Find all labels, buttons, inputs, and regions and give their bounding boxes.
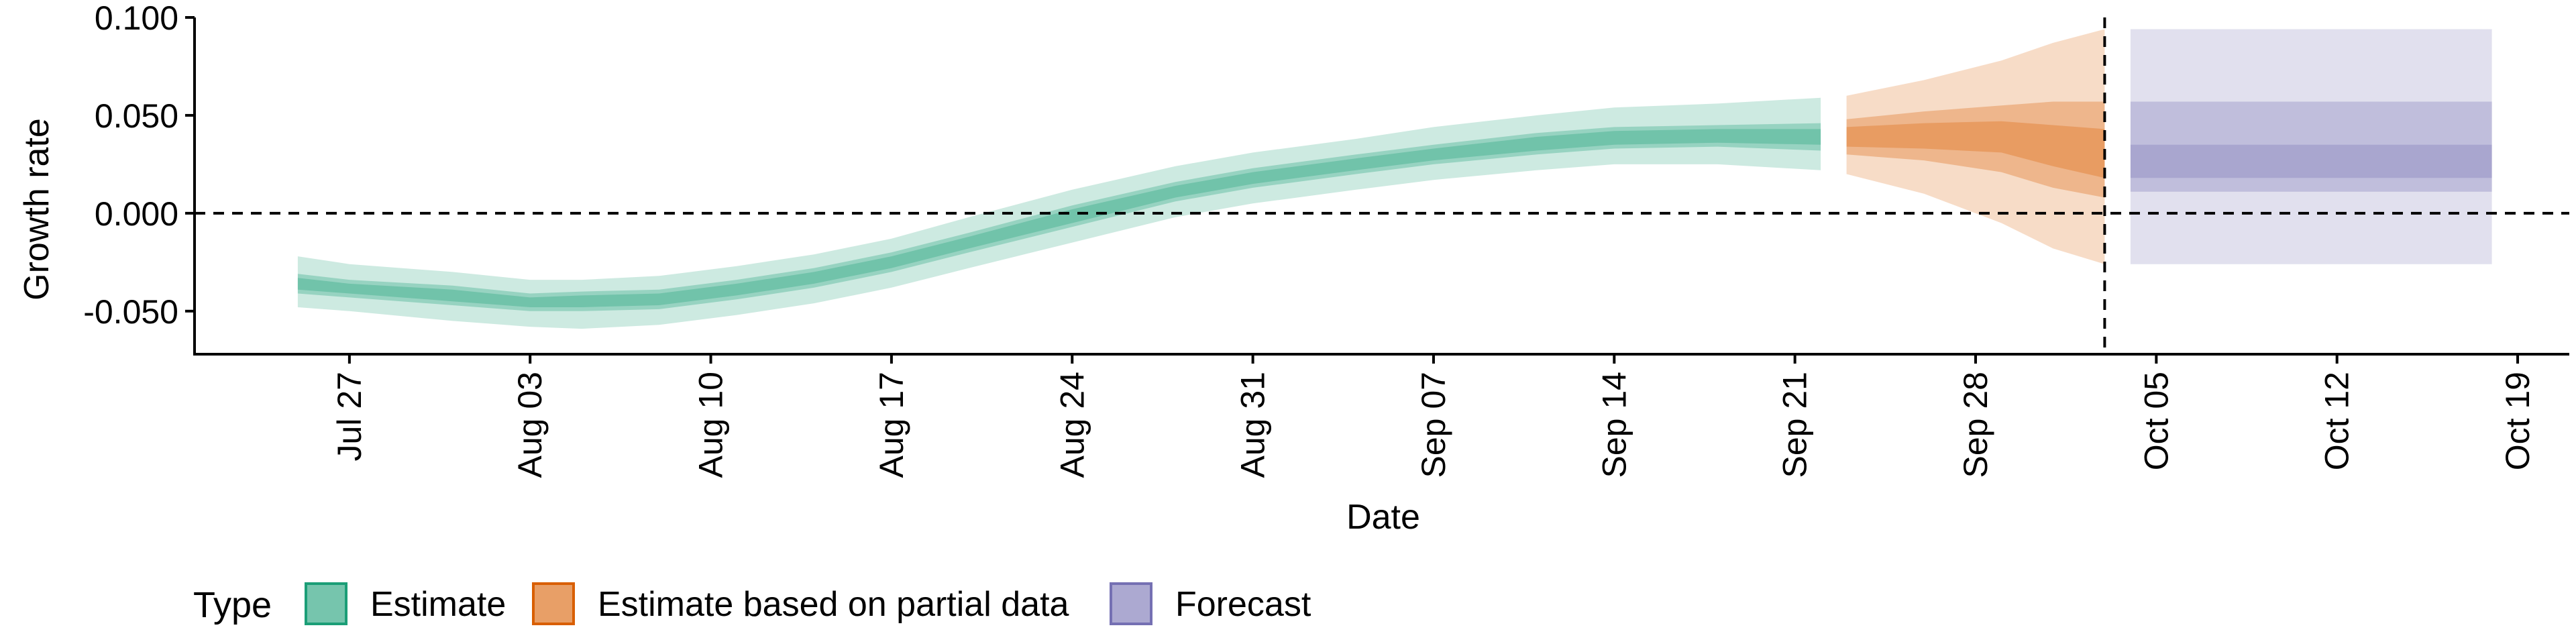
y-tick-label: 0.000	[95, 195, 178, 233]
y-tick-label: 0.100	[95, 0, 178, 37]
outer-band	[2130, 29, 2492, 264]
x-tick-label: Aug 03	[511, 372, 549, 478]
outer-band	[1846, 29, 2105, 264]
x-tick-label: Sep 07	[1415, 372, 1452, 478]
legend-label: Estimate	[370, 585, 506, 624]
legend-items: Estimate Estimate based on partial data Fo…	[305, 582, 1311, 625]
core-band	[297, 129, 1821, 307]
x-tick-label: Oct 19	[2499, 372, 2536, 470]
y-tick-label: 0.050	[95, 97, 178, 135]
x-tick-label: Aug 24	[1053, 372, 1091, 478]
legend-swatch	[305, 582, 347, 625]
y-axis-ticks: -0.050 0.000 0.050 0.100	[83, 0, 195, 331]
core-band	[1846, 121, 2105, 178]
x-axis-title: Date	[1346, 498, 1420, 537]
inner-band	[297, 123, 1821, 311]
x-axis-ticks: Jul 27 Aug 03 Aug 10 Aug 17 Aug 24 Aug 31 Sep …	[331, 354, 2536, 478]
series-forecast	[2130, 29, 2492, 264]
legend-swatch	[532, 582, 575, 625]
x-tick-label: Sep 21	[1776, 372, 1814, 478]
legend-swatch	[1110, 582, 1152, 625]
x-tick-label: Sep 28	[1957, 372, 1994, 478]
x-tick-label: Aug 17	[873, 372, 910, 478]
legend-label: Estimate based on partial data	[598, 585, 1069, 624]
x-tick-label: Oct 12	[2318, 372, 2356, 470]
x-tick-label: Jul 27	[331, 372, 368, 461]
x-tick-label: Aug 31	[1234, 372, 1272, 478]
legend: Type Estimate Estimate based on partial d…	[193, 582, 1311, 625]
y-axis-title: Growth rate	[17, 118, 56, 301]
core-band	[2130, 144, 2492, 178]
series-estimate-based-on-partial-data	[1846, 29, 2105, 264]
confidence-bands	[297, 29, 2492, 329]
inner-band	[2130, 101, 2492, 192]
x-tick-label: Sep 14	[1595, 372, 1633, 478]
legend-title: Type	[193, 585, 272, 625]
y-tick-label: -0.050	[83, 293, 178, 331]
x-tick-label: Aug 10	[692, 372, 730, 478]
inner-band	[1846, 101, 2105, 198]
legend-label: Forecast	[1175, 585, 1311, 624]
x-tick-label: Oct 05	[2137, 372, 2175, 470]
